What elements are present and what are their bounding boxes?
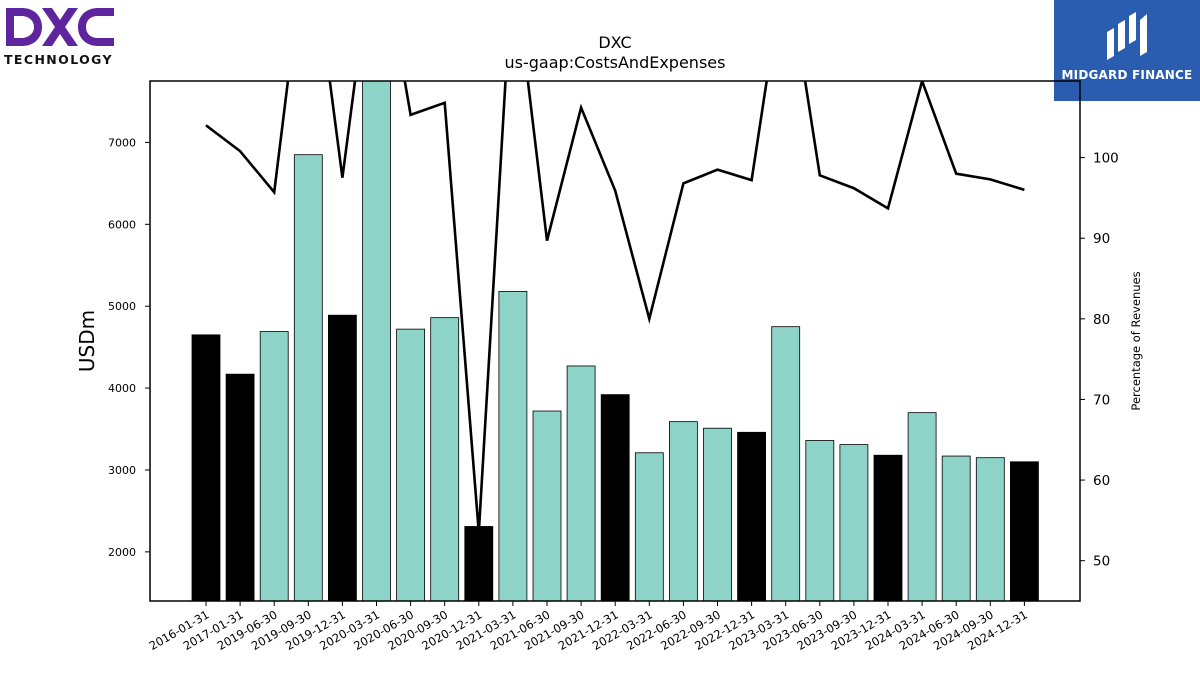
midgard-logo-mark [1107,12,1147,60]
bar-2023-09-30 [839,444,869,601]
bar-2021-06-30 [532,410,562,601]
y2-tick-label: 70 [1093,392,1110,408]
bar-2019-12-31 [327,314,357,601]
y-tick-label: 5000 [108,300,136,313]
y-tick-label: 3000 [108,464,136,477]
y2-axis-label: Percentage of Revenues [1129,271,1143,410]
y2-tick-label: 60 [1093,473,1110,489]
bar-2021-03-31 [498,291,528,601]
bar-2024-09-30 [975,457,1005,601]
y-tick-label: 4000 [108,382,136,395]
midgard-logo-name: MIDGARD FINANCE [1061,68,1193,82]
bar-2020-06-30 [396,328,426,601]
dxc-logo-letter-d [6,8,42,46]
bar-2023-12-31 [873,454,903,601]
midgard-logo-glyph [1107,12,1147,60]
chart-subtitle: us-gaap:CostsAndExpenses [505,53,726,72]
line-series [205,81,1025,533]
bar-2023-03-31 [771,326,801,601]
bar-2021-12-31 [600,394,630,601]
dxc-logo-letter-x [42,8,78,46]
y-tick-label: 6000 [108,218,136,231]
dxc-logo-letter-c [78,8,114,46]
dxc-logo: TECHNOLOGY [4,4,116,67]
y2-tick-label: 50 [1093,554,1110,570]
bar-2023-06-30 [805,440,835,601]
bar-2020-03-31 [362,81,391,601]
bar-2017-01-31 [225,373,255,601]
bar-series [191,81,1039,601]
bar-2016-01-31 [191,334,221,601]
bar-2024-03-31 [907,412,937,601]
bar-2022-03-31 [634,452,664,601]
y-tick-label: 7000 [108,136,136,149]
bar-2024-06-30 [941,455,971,601]
y-tick-label: 2000 [108,546,136,559]
y2-tick-label: 100 [1093,151,1119,167]
bar-2024-12-31 [1010,461,1039,601]
bar-2020-09-30 [430,317,460,601]
bar-2019-06-30 [259,331,289,601]
bar-2022-09-30 [703,427,732,601]
y2-tick-label: 90 [1093,231,1110,247]
dxc-logo-mark [6,8,114,46]
bar-2020-12-31 [464,526,494,601]
bar-2021-09-30 [566,365,596,601]
dxc-logo-subtitle: TECHNOLOGY [4,52,113,67]
bar-2022-06-30 [669,421,698,601]
chart-title: DXC [598,33,631,52]
bar-2019-09-30 [293,154,323,601]
bar-2022-12-31 [737,431,766,601]
percentage-of-revenues-line [205,81,1025,533]
y2-tick-label: 80 [1093,312,1110,328]
y-axis-label: USDm [75,310,99,372]
midgard-finance-logo: MIDGARD FINANCE [1054,0,1200,101]
